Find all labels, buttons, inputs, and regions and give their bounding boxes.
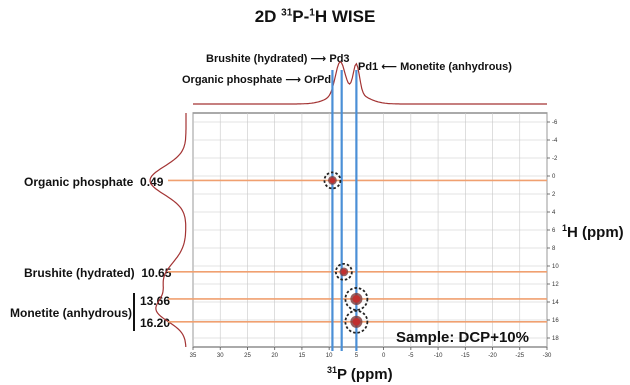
y-tick-label: -6 (552, 120, 558, 126)
arrow-right-icon: ⟶ (310, 53, 327, 65)
x-tick-label: 15 (299, 353, 306, 359)
x-tick-label: -20 (488, 353, 497, 359)
y-axis-title: 1H (ppm) (562, 223, 624, 241)
plot-area: 35 30 25 20 15 10 5 0 -5 -10 -15 -20 -25 -30-6-4-2024… (168, 70, 559, 359)
annotation-organic: Organic phosphate ⟶ OrPd (182, 74, 332, 86)
x-tick-label: 30 (217, 353, 224, 359)
peak-dashed-circle (334, 262, 353, 281)
x-tick-label: -25 (515, 353, 524, 359)
peak-core (352, 295, 361, 303)
x-tick-label: -5 (408, 353, 414, 359)
row-label-organic: Organic phosphate 0.49 (24, 175, 164, 189)
row-value-monetite-1: 13.66 (140, 294, 171, 308)
y-tick-label: 0 (552, 174, 556, 180)
chart-title: 2D 31P-1H WISE (254, 7, 376, 26)
monetite-bracket (133, 293, 135, 331)
y-tick-label: -2 (552, 156, 558, 162)
x-tick-label: -30 (543, 353, 552, 359)
y-tick-label: 4 (552, 210, 556, 216)
peak-dashed-circle (323, 171, 342, 190)
row-label-monetite: Monetite (anhydrous) (10, 306, 132, 320)
top-31p-projection (193, 61, 547, 105)
sample-label: Sample: DCP+10% (396, 329, 529, 346)
x-tick-label: 25 (244, 353, 251, 359)
x-tick-label: 20 (271, 353, 278, 359)
x-tick-label: -10 (434, 353, 443, 359)
y-tick-label: 6 (552, 228, 556, 234)
y-tick-label: 2 (552, 192, 556, 198)
x-tick-label: 10 (326, 353, 333, 359)
x-tick-label: -15 (461, 353, 470, 359)
x-tick-label: 5 (355, 353, 359, 359)
arrow-right-icon: ⟶ (285, 74, 302, 86)
y-tick-label: 10 (552, 264, 559, 270)
row-value-monetite-2: 16.20 (140, 316, 171, 330)
y-tick-label: -4 (552, 138, 558, 144)
x-axis-title: 31P (ppm) (327, 365, 393, 383)
y-tick-label: 8 (552, 246, 556, 252)
peak-dashed-circle (344, 287, 369, 311)
x-tick-label: 0 (382, 353, 386, 359)
annotation-brushite: Brushite (hydrated) ⟶ Pd3 (206, 53, 350, 65)
x-tick-label: 35 (190, 353, 197, 359)
projections (149, 61, 547, 348)
y-tick-label: 18 (552, 336, 559, 342)
y-tick-label: 12 (552, 282, 559, 288)
y-tick-label: 16 (552, 318, 559, 324)
peak-core (352, 317, 361, 326)
annotation-monetite: Pd1 ⟵ Monetite (anhydrous) (358, 61, 512, 73)
peak-core (329, 177, 336, 184)
left-1h-projection (149, 113, 187, 348)
peak-dashed-circle (344, 309, 369, 334)
arrow-left-icon: ⟵ (381, 61, 398, 73)
y-tick-label: 14 (552, 300, 559, 306)
peak-core (341, 269, 347, 275)
